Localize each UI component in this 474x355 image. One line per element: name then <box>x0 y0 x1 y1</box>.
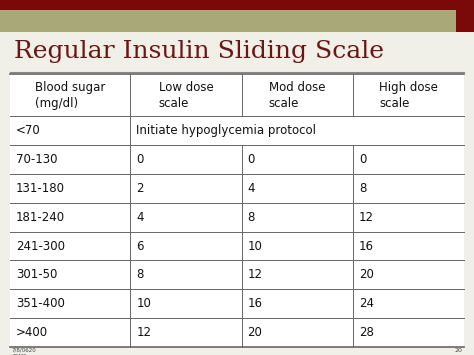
Text: 16: 16 <box>359 240 374 252</box>
Bar <box>10 74 464 347</box>
Text: 20: 20 <box>454 348 462 353</box>
Bar <box>0 10 474 32</box>
Text: 181-240: 181-240 <box>16 211 65 224</box>
Text: <70: <70 <box>16 124 41 137</box>
Text: 12: 12 <box>247 268 263 282</box>
Text: 24: 24 <box>359 297 374 310</box>
Text: Blood sugar
(mg/dl): Blood sugar (mg/dl) <box>35 81 105 110</box>
Text: 70-130: 70-130 <box>16 153 57 166</box>
Text: 0: 0 <box>247 153 255 166</box>
Text: 10: 10 <box>137 297 151 310</box>
Text: 7/8/0620
ARMS: 7/8/0620 ARMS <box>12 348 37 355</box>
Text: 301-50: 301-50 <box>16 268 57 282</box>
Text: 12: 12 <box>359 211 374 224</box>
Text: 12: 12 <box>137 326 151 339</box>
Text: 351-400: 351-400 <box>16 297 65 310</box>
Text: 16: 16 <box>247 297 263 310</box>
Text: 4: 4 <box>137 211 144 224</box>
Text: 20: 20 <box>247 326 263 339</box>
Text: 10: 10 <box>247 240 263 252</box>
Text: Mod dose
scale: Mod dose scale <box>269 81 326 110</box>
Bar <box>0 0 474 10</box>
Text: Initiate hypoglycemia protocol: Initiate hypoglycemia protocol <box>137 124 316 137</box>
Text: 20: 20 <box>359 268 374 282</box>
Text: 6: 6 <box>137 240 144 252</box>
Text: 4: 4 <box>247 182 255 195</box>
Text: 8: 8 <box>359 182 366 195</box>
Text: >400: >400 <box>16 326 48 339</box>
Text: 2: 2 <box>137 182 144 195</box>
Text: 28: 28 <box>359 326 374 339</box>
Text: 131-180: 131-180 <box>16 182 65 195</box>
Text: 0: 0 <box>359 153 366 166</box>
Text: 8: 8 <box>137 268 144 282</box>
Text: 241-300: 241-300 <box>16 240 65 252</box>
Text: 8: 8 <box>247 211 255 224</box>
Text: High dose
scale: High dose scale <box>379 81 438 110</box>
Text: Regular Insulin Sliding Scale: Regular Insulin Sliding Scale <box>14 40 384 63</box>
Text: 0: 0 <box>137 153 144 166</box>
Bar <box>456 10 474 32</box>
Text: Low dose
scale: Low dose scale <box>158 81 213 110</box>
